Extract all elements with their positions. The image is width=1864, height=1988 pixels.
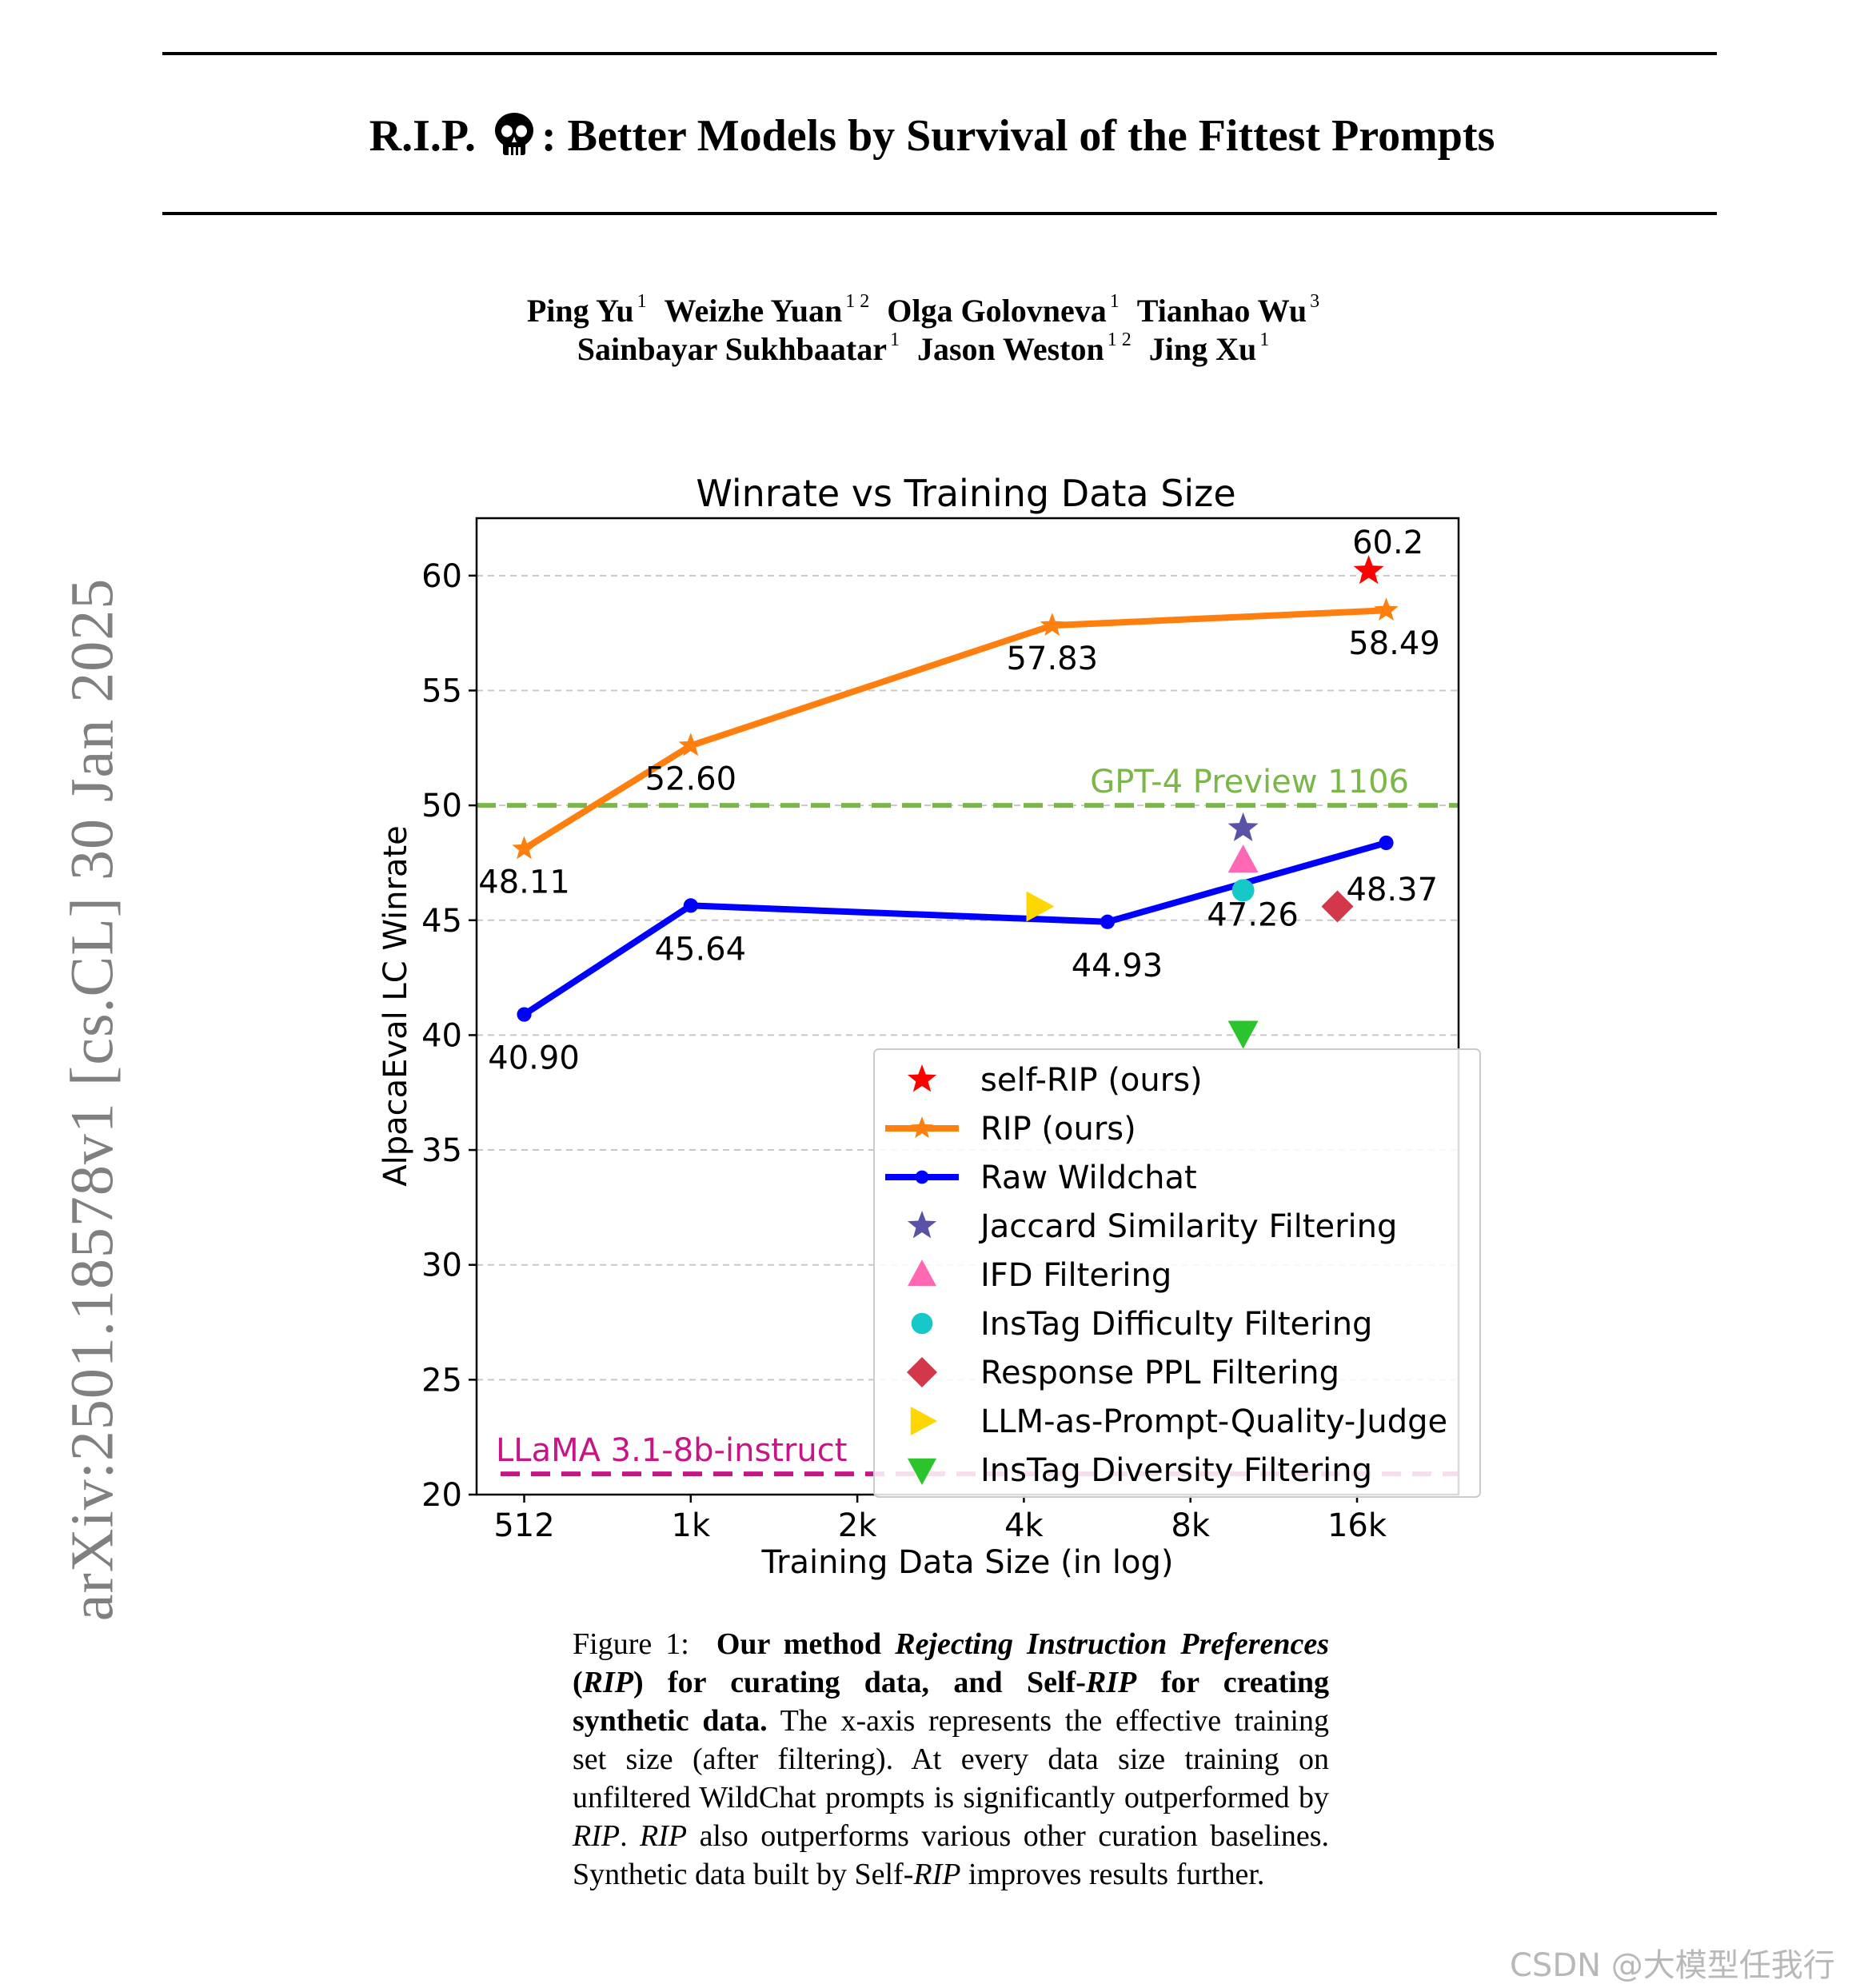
legend-marker [910,1116,934,1139]
author-name: Olga Golovneva [887,293,1107,329]
data-label: 40.90 [488,1040,580,1077]
axis-ticks: 20 25 30 35 40 45 50 55 60 512 1k 2k 4k 8k 16k [421,558,1387,1544]
data-marker [1100,914,1116,929]
legend-box [873,1048,1481,1498]
author-affiliation: 1 [637,291,647,312]
y-tick-label: 35 [421,1132,462,1169]
author-name: Weizhe Yuan [664,293,843,329]
author-affiliation: 3 [1310,291,1320,312]
data-label: 48.11 [478,864,570,900]
legend-label: Raw Wildchat [980,1160,1197,1196]
legend-label: InsTag Diversity Filtering [980,1452,1372,1489]
legend-marker [911,1312,933,1335]
data-marker [1227,844,1259,873]
legend-marker [910,1406,937,1436]
author-line-1: Ping Yu 1 Weizhe Yuan 1 2 Olga Golovneva 1 Tia… [0,281,1864,331]
author-name: Ping Yu [526,293,634,329]
reference-lines: GPT-4 Preview 1106 LLaMA 3.1-8b-instruct [477,764,1459,1477]
data-marker [1231,879,1255,902]
legend-label: IFD Filtering [980,1257,1171,1294]
data-marker [1227,812,1259,841]
author-affiliation: 1 [1259,329,1270,350]
legend-marker [915,1170,929,1184]
data-marker [517,1007,532,1022]
data-labels: 48.11 52.60 57.83 58.49 40.90 45.64 44.93 48.37… [478,525,1440,1076]
legend-marker [907,1357,937,1387]
data-label: 58.49 [1348,625,1440,662]
author-affiliation: 1 2 [1107,329,1132,350]
author-name: Tianhao Wu [1136,293,1307,329]
data-marker [1040,613,1064,637]
y-tick-label: 55 [421,673,462,709]
data-label: 45.64 [655,931,747,968]
legend-marker [907,1064,937,1092]
y-tick-label: 50 [421,788,462,824]
data-label: 48.37 [1347,872,1439,908]
paper-title: R.I.P. : Better Models by Survival of th… [0,108,1864,164]
data-markers [512,555,1399,1049]
author-affiliation: 1 [1109,291,1120,312]
author-line-2: Sainbayar Sukhbaatar 1 Jason Weston 1 2 Jing… [0,320,1864,369]
data-marker [1026,891,1055,922]
data-marker [678,733,703,756]
llama-reference-label: LLaMA 3.1-8b-instruct [496,1432,847,1469]
author-affiliation: 1 2 [845,291,870,312]
data-marker [1374,597,1399,621]
x-tick-label: 16k [1327,1507,1387,1544]
x-tick-label: 1k [672,1507,711,1544]
legend-label: InsTag Difficulty Filtering [980,1306,1372,1343]
x-tick-label: 512 [493,1507,554,1544]
y-tick-label: 20 [421,1477,462,1514]
title-suffix: : Better Models by Survival of the Fitte… [541,111,1495,161]
data-label: 57.83 [1007,641,1099,677]
series-lines [522,607,1387,1017]
legend-label: Jaccard Similarity Filtering [978,1208,1397,1245]
legend-label: LLM-as-Prompt-Quality-Judge [980,1403,1447,1440]
data-label: 44.93 [1072,948,1164,984]
data-marker [512,836,537,860]
top-rule [162,52,1717,55]
chart-title: Winrate vs Training Data Size [696,472,1235,515]
legend-marker [907,1211,937,1239]
x-tick-label: 8k [1171,1507,1210,1544]
legend-label: RIP (ours) [980,1111,1136,1148]
author-name: Jing Xu [1148,331,1257,367]
x-tick-label: 4k [1004,1507,1044,1544]
chart-legend: self-RIP (ours) RIP (ours) Raw Wildchat Jac… [873,1048,1481,1498]
x-axis-label: Training Data Size (in log) [761,1544,1174,1581]
x-tick-label: 2k [838,1507,877,1544]
legend-label: Response PPL Filtering [980,1355,1339,1391]
data-marker [1353,555,1384,585]
data-label: 60.2 [1352,525,1423,561]
figure-caption: Figure 1: Our method Rejecting Instructi… [573,1627,1330,1891]
author-name: Jason Weston [916,331,1104,367]
data-label: 52.60 [645,760,737,797]
y-tick-label: 30 [421,1247,462,1284]
data-label: 47.26 [1207,896,1299,933]
caption-label: Figure 1: [573,1627,689,1661]
watermark: CSDN @大模型任我行 [1510,1947,1835,1984]
y-tick-label: 45 [421,903,462,940]
data-marker [1321,890,1354,923]
series-line [522,607,1387,852]
y-tick-label: 60 [421,558,462,595]
author-affiliation: 1 [889,329,900,350]
skull-icon [494,113,533,155]
data-marker [1379,835,1394,851]
gpt4-reference-label: GPT-4 Preview 1106 [1090,764,1409,800]
legend-marker [907,1259,937,1287]
y-tick-label: 25 [421,1362,462,1399]
data-marker [683,898,698,913]
legend-marker [907,1458,937,1485]
data-marker [1227,1020,1259,1049]
title-prefix: R.I.P. [369,111,476,161]
legend-label: self-RIP (ours) [980,1062,1203,1099]
winrate-chart: Winrate vs Training Data Size GPT-4 Prev… [377,472,1481,1581]
author-name: Sainbayar Sukhbaatar [577,331,887,367]
bottom-rule [162,212,1717,215]
y-axis-label: AlpacaEval LC Winrate [377,825,414,1186]
y-tick-label: 40 [421,1017,462,1054]
